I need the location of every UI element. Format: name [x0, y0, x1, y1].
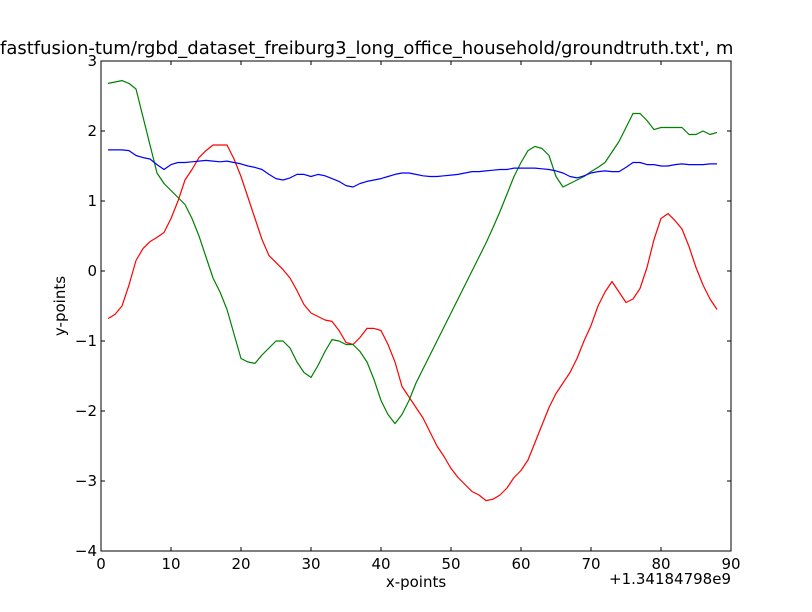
y-tick-label: −4	[75, 542, 97, 560]
y-tick-label: −3	[75, 472, 97, 490]
y-tick-label: 0	[87, 262, 97, 280]
x-tick-label: 20	[231, 555, 250, 573]
x-axis-label: x-points	[386, 573, 447, 591]
x-tick-label: 10	[161, 555, 180, 573]
x-tick-label: 30	[301, 555, 320, 573]
x-tick-label: 60	[511, 555, 530, 573]
ticks-layer: 0 10 20 30 40 50 60 70 80 90 −4 −3 −2 −1 0 1 2 3	[75, 52, 741, 573]
series-line-1	[107, 144, 718, 502]
x-tick-label: 90	[721, 555, 740, 573]
x-tick-label: 40	[371, 555, 390, 573]
x-offset-label: +1.34184798e9	[609, 570, 731, 588]
series-layer	[107, 80, 718, 502]
chart-title: fastfusion-tum/rgbd_dataset_freiburg3_lo…	[0, 38, 733, 59]
y-tick-label: −1	[75, 332, 97, 350]
x-tick-label: 0	[96, 555, 106, 573]
x-tick-label: 70	[581, 555, 600, 573]
series-line-3	[108, 149, 717, 188]
x-tick-label: 80	[651, 555, 670, 573]
y-tick-label: 2	[87, 122, 97, 140]
y-axis-label: y-points	[51, 276, 69, 336]
y-tick-label: −2	[75, 402, 97, 420]
plot-frame	[100, 60, 732, 552]
x-tick-label: 50	[441, 555, 460, 573]
y-tick-label: 1	[87, 192, 97, 210]
series-line-2	[107, 80, 718, 425]
y-tick-label: 3	[87, 52, 97, 70]
